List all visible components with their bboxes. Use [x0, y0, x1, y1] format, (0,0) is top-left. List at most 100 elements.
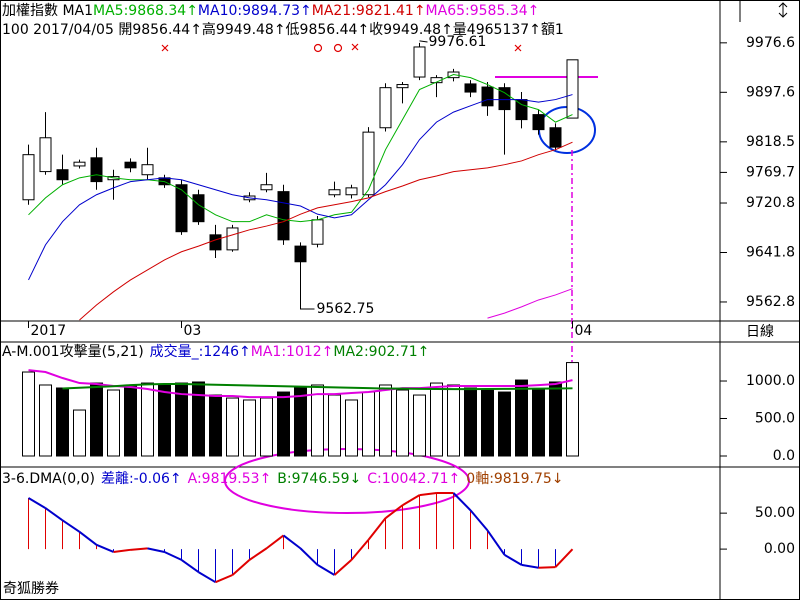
y-tick-label: 9562.8: [746, 294, 795, 310]
dma-line: [401, 494, 421, 507]
volume-bar: [90, 382, 103, 457]
dma-line: [486, 529, 506, 556]
legend-entry: MA65:9585.34↑: [426, 3, 540, 19]
panel-title: 3-6.DMA(0,0): [2, 471, 95, 487]
y-tick-label: 9641.8: [746, 244, 795, 260]
candle-body: [124, 161, 137, 169]
volume-bar: [464, 387, 477, 457]
legend-entry: MA2:902.71↑: [333, 344, 429, 360]
annotation-leader: [419, 40, 428, 43]
dma-line: [350, 539, 370, 561]
dma-line: [44, 507, 64, 522]
legend: A-M.001攻擊量(5,21) 成交量_:1246↑MA1:1012↑MA2:9…: [2, 343, 429, 360]
candle-body: [192, 194, 205, 223]
dma-line: [215, 574, 233, 584]
panel-title: A-M.001攻擊量(5,21): [2, 343, 144, 360]
candle-body: [498, 87, 511, 111]
legend-entry: MA5:9868.34↑: [93, 3, 198, 19]
volume-bar: [107, 389, 120, 457]
dma-line: [469, 509, 489, 532]
candle-body: [260, 184, 273, 191]
candle-body: [413, 46, 426, 78]
volume-bar: [277, 391, 290, 457]
y-tick-label: 0.0: [773, 448, 795, 464]
candle-body: [464, 83, 477, 93]
volume-bar: [481, 389, 494, 457]
volume-bar: [532, 389, 545, 457]
candle-body: [481, 86, 494, 107]
volume-bar: [39, 384, 52, 457]
x-tick-label: 04: [575, 323, 593, 339]
dma-line: [538, 566, 556, 569]
candle-body: [396, 84, 409, 89]
legend-entry: MA10:9894.73↑: [198, 3, 312, 19]
dma-line: [96, 543, 114, 553]
dma-line: [282, 534, 302, 550]
candle-body: [39, 137, 52, 173]
dma-line: [384, 504, 404, 519]
candle-body: [362, 131, 375, 196]
candle-body: [311, 219, 324, 245]
series-line: [487, 288, 573, 319]
candle-body: [22, 154, 35, 201]
info-line: 100 2017/04/05 開9856.44↑高9949.48↑低9856.4…: [2, 21, 564, 38]
dma-line: [113, 548, 131, 553]
panel-title: 加權指數 MA1: [2, 3, 93, 19]
volume-bar: [515, 379, 528, 457]
dma-line: [248, 547, 268, 561]
volume-bar: [498, 391, 511, 457]
legend: 3-6.DMA(0,0) 差離:-0.06↑ A:9819.53↑ B:9746.59…: [2, 470, 564, 487]
legend-entry: 0軸:9819.75↓: [466, 471, 563, 487]
y-tick-label: 500.0: [755, 411, 795, 427]
footer: 奇狐勝券: [3, 580, 59, 597]
y-tick-label: 9818.5: [746, 134, 795, 150]
legend-entry: C:10042.71↑: [367, 471, 460, 487]
dma-line: [78, 531, 98, 546]
dma-line: [503, 553, 523, 566]
dma-line: [197, 571, 217, 584]
annotation-leader: [300, 301, 315, 310]
dma-line: [130, 547, 148, 551]
legend-entry: A:9819.53↑: [188, 471, 272, 487]
series-line: [79, 141, 573, 321]
candle-body: [226, 227, 239, 251]
candle-body: [141, 164, 154, 176]
candle-body: [515, 99, 528, 121]
dma-line: [180, 559, 200, 573]
candle-body: [379, 87, 392, 129]
volume-bar: [413, 394, 426, 457]
dma-line: [333, 559, 353, 576]
dma-line: [521, 563, 539, 569]
volume-bar: [362, 391, 375, 457]
candle-body: [294, 245, 307, 263]
dma-line: [419, 492, 437, 497]
y-tick-label: 9720.8: [746, 195, 795, 211]
candle-body: [328, 189, 341, 196]
legend-entry: 差離:-0.06↑: [101, 470, 182, 487]
dma-line: [231, 559, 251, 576]
x-tick-label: 2017: [31, 323, 67, 339]
series-line: [28, 94, 573, 281]
volume-bar: [396, 389, 409, 457]
volume-bar: [73, 409, 86, 457]
annotation: 9562.75: [317, 301, 375, 317]
candle-body: [277, 191, 290, 241]
dma-line: [27, 497, 47, 509]
dma-line: [164, 551, 182, 561]
volume-bar: [124, 384, 137, 457]
dma-line: [316, 564, 336, 576]
candle-body: [56, 169, 69, 181]
scroll-icon[interactable]: [778, 2, 788, 18]
y-tick-label: 9769.7: [746, 164, 795, 180]
volume-bar: [209, 394, 222, 457]
dma-line: [147, 547, 165, 553]
annotation: 9976.61: [429, 34, 487, 50]
candle-body: [566, 59, 579, 119]
x-tick-label: 03: [184, 323, 202, 339]
dma-line: [452, 492, 472, 511]
volume-bar: [566, 362, 579, 457]
legend-entry: B:9746.59↓: [277, 471, 361, 487]
volume-bar: [345, 399, 358, 457]
y-tick-label: 0.00: [764, 541, 795, 557]
